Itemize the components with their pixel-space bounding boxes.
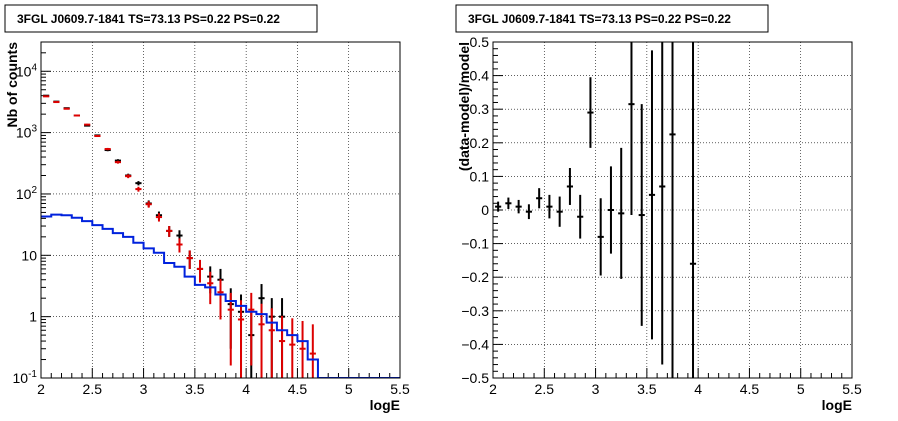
data-point bbox=[309, 324, 316, 378]
x-tick-label: 3 bbox=[140, 381, 148, 397]
data-point bbox=[258, 303, 265, 378]
data-point bbox=[176, 238, 183, 253]
data-point bbox=[505, 197, 512, 209]
y-tick-label: 0.5 bbox=[470, 34, 490, 50]
chart-title: 3FGL J0609.7-1841 TS=73.13 PS=0.22 PS=0.… bbox=[468, 12, 731, 26]
y-tick-label: 10 bbox=[21, 247, 37, 263]
data-point bbox=[628, 42, 635, 216]
data-point bbox=[63, 107, 70, 110]
data-point bbox=[196, 259, 204, 283]
x-tick-label: 2 bbox=[37, 381, 45, 397]
chart-title: 3FGL J0609.7-1841 TS=73.13 PS=0.22 PS=0.… bbox=[17, 12, 280, 26]
x-tick-label: 5.5 bbox=[842, 381, 862, 397]
data-point bbox=[577, 194, 584, 239]
data-point bbox=[659, 42, 666, 365]
y-tick-label: −0.3 bbox=[461, 303, 489, 319]
x-tick-label: 4 bbox=[242, 381, 250, 397]
y-tick-label: 1 bbox=[29, 309, 37, 325]
data-point bbox=[638, 104, 645, 326]
data-point bbox=[689, 42, 697, 378]
data-point bbox=[53, 101, 60, 104]
title-box bbox=[455, 4, 769, 33]
x-tick-label: 2.5 bbox=[83, 381, 103, 397]
data-point bbox=[186, 250, 193, 269]
data-point bbox=[84, 123, 91, 126]
y-tick-label: −0.4 bbox=[461, 336, 489, 352]
data-point bbox=[217, 279, 224, 320]
y-tick-label: −0.5 bbox=[461, 370, 489, 386]
data-point bbox=[135, 186, 142, 192]
data-point bbox=[546, 194, 553, 219]
data-point bbox=[299, 320, 306, 378]
data-layer bbox=[495, 42, 697, 378]
data-point bbox=[525, 204, 532, 220]
data-point bbox=[73, 114, 80, 117]
data-point bbox=[495, 201, 502, 212]
title-box bbox=[4, 4, 318, 33]
data-point bbox=[289, 318, 296, 378]
y-tick-label: 10-1 bbox=[13, 369, 38, 386]
model-step-line bbox=[41, 213, 400, 378]
data-point bbox=[618, 147, 625, 279]
y-tick-label: 0.2 bbox=[470, 135, 490, 151]
data-point bbox=[248, 292, 255, 366]
chart-panel-1: 3FGL J0609.7-1841 TS=73.13 PS=0.22 PS=0.… bbox=[4, 4, 410, 413]
data-point bbox=[94, 135, 101, 138]
data-point bbox=[597, 198, 604, 276]
data-point bbox=[166, 226, 173, 237]
y-tick-label: 104 bbox=[16, 62, 38, 79]
chart-panel-2: 3FGL J0609.7-1841 TS=73.13 PS=0.22 PS=0.… bbox=[455, 4, 862, 413]
x-axis-label: logE bbox=[370, 397, 400, 413]
data-point bbox=[566, 168, 574, 205]
data-point bbox=[145, 201, 152, 208]
y-axis-label: Nb of counts bbox=[4, 42, 20, 128]
data-point bbox=[278, 315, 286, 378]
data-point bbox=[556, 196, 563, 227]
y-tick-label: 0.4 bbox=[470, 68, 490, 84]
x-tick-label: 3.5 bbox=[637, 381, 657, 397]
data-point bbox=[125, 174, 132, 179]
data-point bbox=[227, 292, 234, 366]
x-tick-label: 4 bbox=[694, 381, 702, 397]
data-layer bbox=[41, 94, 400, 378]
x-tick-label: 3 bbox=[592, 381, 600, 397]
data-point bbox=[155, 213, 163, 222]
data-point bbox=[104, 147, 111, 151]
data-point bbox=[648, 50, 656, 340]
x-tick-label: 3.5 bbox=[185, 381, 205, 397]
x-tick-label: 2.5 bbox=[535, 381, 555, 397]
plot-frame bbox=[40, 41, 401, 379]
data-point bbox=[536, 188, 543, 209]
y-tick-label: 0.3 bbox=[470, 101, 490, 117]
x-tick-label: 2 bbox=[489, 381, 497, 397]
data-point bbox=[587, 77, 594, 148]
x-tick-label: 5 bbox=[345, 381, 353, 397]
data-point bbox=[515, 199, 522, 214]
y-tick-label: −0.1 bbox=[461, 236, 489, 252]
x-tick-label: 4.5 bbox=[740, 381, 760, 397]
data-point bbox=[114, 160, 122, 164]
data-point bbox=[607, 166, 615, 254]
x-axis-label: logE bbox=[822, 397, 852, 413]
plot-frame bbox=[492, 41, 853, 379]
y-axis-label: (data-model)/model bbox=[456, 42, 472, 171]
x-tick-label: 4.5 bbox=[288, 381, 308, 397]
y-tick-label: 103 bbox=[16, 124, 38, 141]
data-point bbox=[237, 300, 245, 378]
data-point bbox=[43, 95, 50, 98]
data-point bbox=[268, 308, 275, 378]
y-tick-label: 0 bbox=[481, 202, 489, 218]
x-tick-label: 5 bbox=[797, 381, 805, 397]
y-tick-label: 102 bbox=[16, 185, 38, 202]
y-tick-label: −0.2 bbox=[461, 269, 489, 285]
x-tick-label: 5.5 bbox=[390, 381, 410, 397]
data-point bbox=[669, 42, 676, 378]
y-tick-label: 0.1 bbox=[470, 168, 490, 184]
data-point bbox=[135, 181, 142, 186]
